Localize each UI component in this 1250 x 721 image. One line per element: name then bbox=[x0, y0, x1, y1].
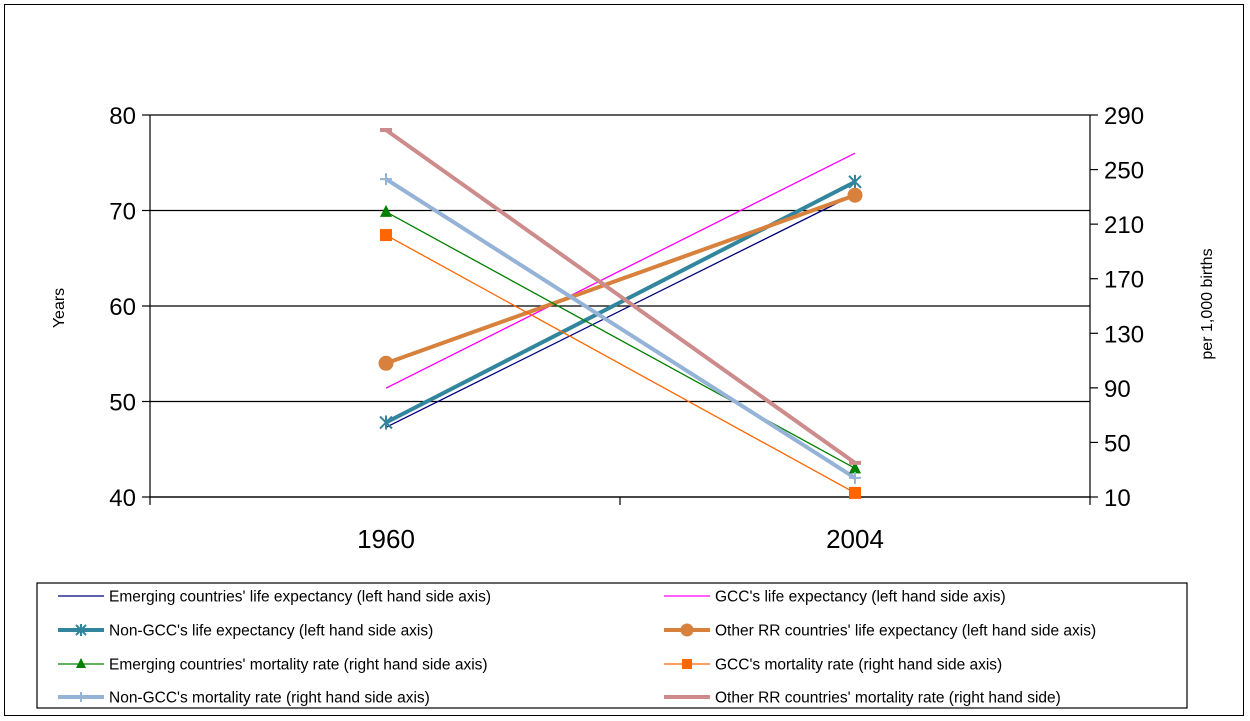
legend-label: Emerging countries' mortality rate (righ… bbox=[109, 657, 488, 674]
data-point bbox=[380, 204, 392, 217]
data-point bbox=[380, 173, 392, 186]
data-point bbox=[380, 229, 392, 242]
right-tick-label: 250 bbox=[1104, 158, 1144, 185]
left-tick-label: 80 bbox=[109, 103, 136, 130]
legend-box bbox=[36, 582, 1188, 709]
data-point bbox=[680, 623, 694, 637]
series-line bbox=[385, 180, 856, 425]
data-point bbox=[75, 624, 87, 636]
series-line bbox=[385, 211, 856, 469]
left-tick-label: 60 bbox=[109, 294, 136, 321]
series-line bbox=[384, 128, 857, 465]
series-line bbox=[385, 193, 856, 366]
data-point bbox=[378, 355, 394, 371]
left-axis-title: Years bbox=[51, 288, 68, 328]
legend-label: Non-GCC's life expectancy (left hand sid… bbox=[109, 623, 433, 640]
legend-label: Non-GCC's mortality rate (right hand sid… bbox=[109, 690, 430, 707]
data-point bbox=[682, 695, 692, 699]
series-line bbox=[385, 234, 856, 494]
left-tick-label: 70 bbox=[109, 199, 136, 226]
data-point bbox=[849, 460, 861, 465]
data-point bbox=[848, 174, 862, 189]
legend-item: Other RR countries' mortality rate (righ… bbox=[664, 690, 1061, 707]
legend: Emerging countries' life expectancy (lef… bbox=[36, 582, 1188, 709]
x-category-label: 1960 bbox=[357, 524, 415, 554]
legend-item: GCC's life expectancy (left hand side ax… bbox=[664, 589, 1006, 606]
data-point bbox=[76, 692, 86, 702]
right-tick-label: 170 bbox=[1104, 267, 1144, 294]
left-tick-label: 40 bbox=[109, 485, 136, 512]
data-point bbox=[849, 461, 861, 474]
data-point bbox=[682, 659, 692, 669]
legend-label: Other RR countries' life expectancy (lef… bbox=[715, 623, 1096, 640]
right-tick-label: 130 bbox=[1104, 321, 1144, 348]
series-line bbox=[385, 193, 856, 428]
legend-item: Non-GCC's mortality rate (right hand sid… bbox=[58, 690, 430, 707]
right-tick-label: 210 bbox=[1104, 212, 1144, 239]
legend-item: Emerging countries' mortality rate (righ… bbox=[58, 657, 488, 674]
legend-item: Non-GCC's life expectancy (left hand sid… bbox=[58, 623, 433, 640]
legend-item: Emerging countries' life expectancy (lef… bbox=[58, 589, 491, 606]
x-category-label: 2004 bbox=[826, 524, 884, 554]
series-line bbox=[385, 152, 856, 389]
right-tick-label: 290 bbox=[1104, 103, 1144, 130]
left-tick-label: 50 bbox=[109, 390, 136, 417]
legend-item: Other RR countries' life expectancy (lef… bbox=[664, 623, 1096, 640]
data-point bbox=[849, 486, 861, 499]
series-line bbox=[384, 177, 857, 480]
right-tick-label: 90 bbox=[1104, 376, 1131, 403]
data-point bbox=[379, 415, 393, 430]
data-point bbox=[849, 471, 861, 484]
data-point bbox=[76, 658, 86, 668]
legend-label: GCC's mortality rate (right hand side ax… bbox=[715, 657, 1002, 674]
chart-frame bbox=[4, 4, 1244, 716]
right-tick-label: 10 bbox=[1104, 485, 1131, 512]
right-tick-label: 50 bbox=[1104, 430, 1131, 457]
legend-label: Other RR countries' mortality rate (righ… bbox=[715, 690, 1061, 707]
legend-label: GCC's life expectancy (left hand side ax… bbox=[715, 589, 1006, 606]
legend-label: Emerging countries' life expectancy (lef… bbox=[109, 589, 491, 606]
legend-item: GCC's mortality rate (right hand side ax… bbox=[664, 657, 1002, 674]
data-point bbox=[847, 187, 863, 203]
data-point bbox=[380, 128, 392, 133]
right-axis-title: per 1,000 births bbox=[1199, 248, 1216, 359]
